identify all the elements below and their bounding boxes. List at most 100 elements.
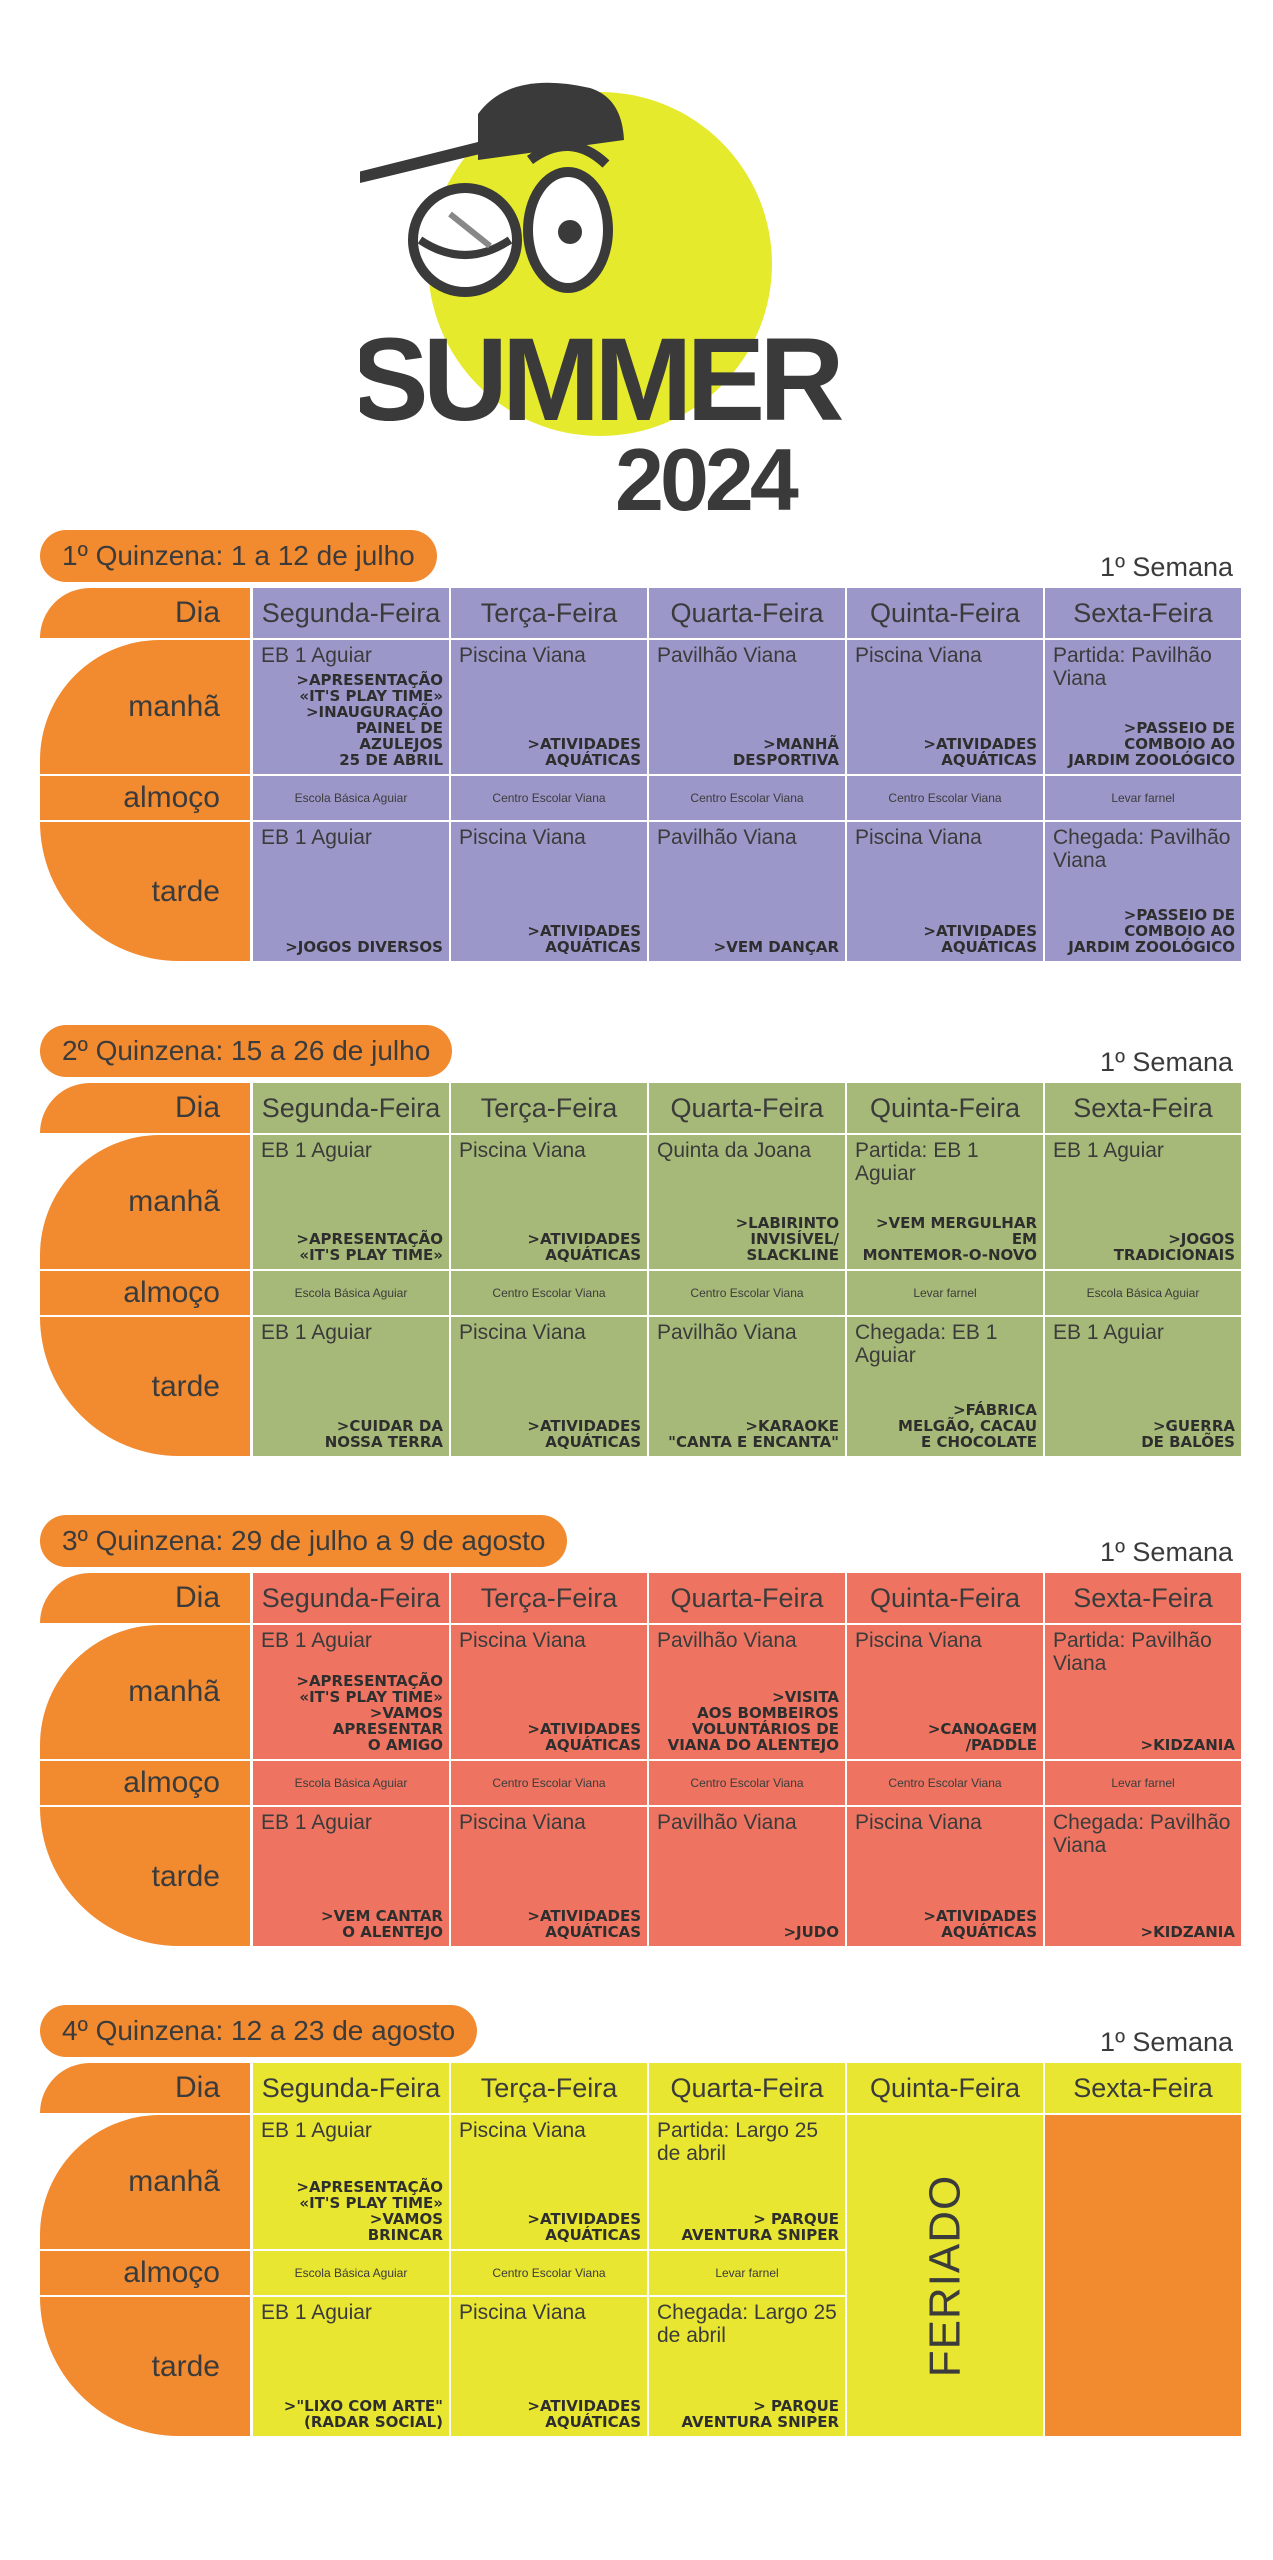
activity-description: >ATIVIDADES AQUÁTICAS [923, 735, 1037, 769]
row-label-manha: manhã [40, 1625, 250, 1759]
activity-cell: Piscina Viana >ATIVIDADES AQUÁTICAS [847, 1807, 1043, 1946]
activity-description: >PASSEIO DE COMBOIO AO JARDIM ZOOLÓGICO [1068, 906, 1235, 956]
activity-location: Piscina Viana [459, 1321, 586, 1344]
day-header: Sexta-Feira [1045, 1083, 1241, 1133]
feriado-cell: FERIADO [847, 2115, 1043, 2436]
day-header: Sexta-Feira [1045, 1573, 1241, 1623]
row-label-tarde: tarde [40, 1317, 250, 1456]
activity-location: Piscina Viana [459, 826, 586, 849]
activity-cell: EB 1 Aguiar >GUERRA DE BALÕES [1045, 1317, 1241, 1456]
day-header: Quarta-Feira [649, 1573, 845, 1623]
activity-location: Pavilhão Viana [657, 644, 797, 667]
activity-cell: EB 1 Aguiar >"LIXO COM ARTE" (RADAR SOCIA… [253, 2297, 449, 2436]
activity-description: >GUERRA DE BALÕES [1141, 1417, 1235, 1451]
activity-cell: EB 1 Aguiar >VEM CANTAR O ALENTEJO [253, 1807, 449, 1946]
activity-cell: EB 1 Aguiar >APRESENTAÇÃO «IT'S PLAY TIME… [253, 1135, 449, 1269]
activity-location: Piscina Viana [459, 644, 586, 667]
semana-label: 1º Semana [1100, 2027, 1233, 2057]
activity-location: EB 1 Aguiar [261, 1139, 372, 1162]
activity-location: EB 1 Aguiar [261, 1629, 372, 1652]
activity-cell: Piscina Viana >ATIVIDADES AQUÁTICAS [847, 822, 1043, 961]
activity-location: Pavilhão Viana [657, 1321, 797, 1344]
day-header: Segunda-Feira [253, 1083, 449, 1133]
activity-description: >JUDO [783, 1923, 839, 1941]
activity-description: > PARQUE AVENTURA SNIPER [681, 2210, 839, 2244]
activity-location: Chegada: Pavilhão Viana [1053, 1811, 1231, 1857]
activity-cell: Partida: EB 1 Aguiar >VEM MERGULHAR EM MO… [847, 1135, 1043, 1269]
day-header: Terça-Feira [451, 1573, 647, 1623]
empty-cell [1045, 2115, 1241, 2436]
row-label-almoco: almoço [40, 2251, 250, 2295]
activity-cell: Pavilhão Viana >JUDO [649, 1807, 845, 1946]
activity-cell: Piscina Viana >ATIVIDADES AQUÁTICAS [451, 2297, 647, 2436]
activity-description: >JOGOS DIVERSOS [285, 938, 443, 956]
quinzena-section: 3º Quinzena: 29 de julho a 9 de agosto 1º… [40, 1515, 1241, 1970]
schedule-grid: Dia manhã almoço tarde Segunda-Feira EB 1 Agu… [40, 1083, 1241, 1478]
day-header: Sexta-Feira [1045, 2063, 1241, 2113]
activity-location: EB 1 Aguiar [1053, 1139, 1164, 1162]
lunch-cell: Levar farnel [649, 2251, 845, 2295]
activity-cell: EB 1 Aguiar >JOGOS TRADICIONAIS [1045, 1135, 1241, 1269]
activity-location: Pavilhão Viana [657, 826, 797, 849]
activity-cell: Piscina Viana >CANOAGEM /PADDLE [847, 1625, 1043, 1759]
day-header: Quarta-Feira [649, 1083, 845, 1133]
day-header: Terça-Feira [451, 588, 647, 638]
activity-description: >LABIRINTO INVISÍVEL/ SLACKLINE [735, 1214, 839, 1264]
lunch-cell: Escola Básica Aguiar [253, 1761, 449, 1805]
activity-description: >FÁBRICA MELGÃO, CACAU E CHOCOLATE [898, 1401, 1037, 1451]
activity-location: Piscina Viana [459, 1139, 586, 1162]
activity-description: >VEM CANTAR O ALENTEJO [321, 1907, 443, 1941]
activity-location: Quinta da Joana [657, 1139, 812, 1162]
quinzena-section: 4º Quinzena: 12 a 23 de agosto 1º Semana D… [40, 2005, 1241, 2460]
lunch-cell: Escola Básica Aguiar [253, 2251, 449, 2295]
activity-cell: EB 1 Aguiar >CUIDAR DA NOSSA TERRA [253, 1317, 449, 1456]
activity-location: Chegada: Pavilhão Viana [1053, 826, 1231, 872]
lunch-cell: Centro Escolar Viana [451, 1761, 647, 1805]
row-label-dia: Dia [40, 588, 250, 638]
quinzena-title: 2º Quinzena: 15 a 26 de julho [40, 1025, 453, 1077]
activity-cell: Pavilhão Viana >VISITA AOS BOMBEIROS VOLU… [649, 1625, 845, 1759]
activity-location: Partida: Pavilhão Viana [1053, 644, 1212, 690]
activity-cell: Chegada: Pavilhão Viana >PASSEIO DE COMBO… [1045, 822, 1241, 961]
cap-icon [478, 82, 624, 160]
logo-title: SUMMER [360, 314, 842, 446]
activity-cell: Piscina Viana >ATIVIDADES AQUÁTICAS [451, 1625, 647, 1759]
activity-description: >ATIVIDADES AQUÁTICAS [527, 2397, 641, 2431]
activity-location: Piscina Viana [459, 2119, 586, 2142]
activity-cell: Chegada: Pavilhão Viana >KIDZANIA [1045, 1807, 1241, 1946]
day-header: Terça-Feira [451, 2063, 647, 2113]
lunch-cell: Centro Escolar Viana [847, 1761, 1043, 1805]
activity-location: EB 1 Aguiar [261, 2119, 372, 2142]
activity-location: Partida: EB 1 Aguiar [855, 1139, 979, 1185]
activity-location: EB 1 Aguiar [261, 826, 372, 849]
lunch-cell: Escola Básica Aguiar [253, 776, 449, 820]
row-label-tarde: tarde [40, 822, 250, 961]
lunch-cell: Escola Básica Aguiar [1045, 1271, 1241, 1315]
lunch-cell: Centro Escolar Viana [451, 776, 647, 820]
lunch-cell: Levar farnel [1045, 1761, 1241, 1805]
semana-label: 1º Semana [1100, 1537, 1233, 1567]
activity-description: > PARQUE AVENTURA SNIPER [681, 2397, 839, 2431]
activity-location: Piscina Viana [855, 644, 982, 667]
activity-description: >ATIVIDADES AQUÁTICAS [527, 1720, 641, 1754]
activity-cell: Piscina Viana >ATIVIDADES AQUÁTICAS [451, 1135, 647, 1269]
activity-cell: Piscina Viana >ATIVIDADES AQUÁTICAS [451, 822, 647, 961]
activity-description: >CANOAGEM /PADDLE [927, 1720, 1037, 1754]
activity-cell: Piscina Viana >ATIVIDADES AQUÁTICAS [451, 1807, 647, 1946]
lunch-cell: Centro Escolar Viana [649, 1761, 845, 1805]
row-label-almoco: almoço [40, 1271, 250, 1315]
activity-location: EB 1 Aguiar [261, 2301, 372, 2324]
activity-description: >MANHÃ DESPORTIVA [732, 735, 839, 769]
activity-cell: Quinta da Joana >LABIRINTO INVISÍVEL/ SLA… [649, 1135, 845, 1269]
quinzena-section: 1º Quinzena: 1 a 12 de julho 1º Semana Dia… [40, 530, 1241, 985]
activity-location: EB 1 Aguiar [261, 1811, 372, 1834]
activity-description: >PASSEIO DE COMBOIO AO JARDIM ZOOLÓGICO [1068, 719, 1235, 769]
activity-location: Chegada: EB 1 Aguiar [855, 1321, 998, 1367]
activity-location: Piscina Viana [459, 2301, 586, 2324]
activity-cell: Pavilhão Viana >VEM DANÇAR [649, 822, 845, 961]
day-header: Quinta-Feira [847, 2063, 1043, 2113]
activity-description: >ATIVIDADES AQUÁTICAS [923, 922, 1037, 956]
activity-location: EB 1 Aguiar [261, 644, 372, 667]
schedule-grid: Dia manhã almoço tarde Segunda-Feira EB 1 Agu… [40, 2063, 1241, 2458]
row-label-dia: Dia [40, 2063, 250, 2113]
